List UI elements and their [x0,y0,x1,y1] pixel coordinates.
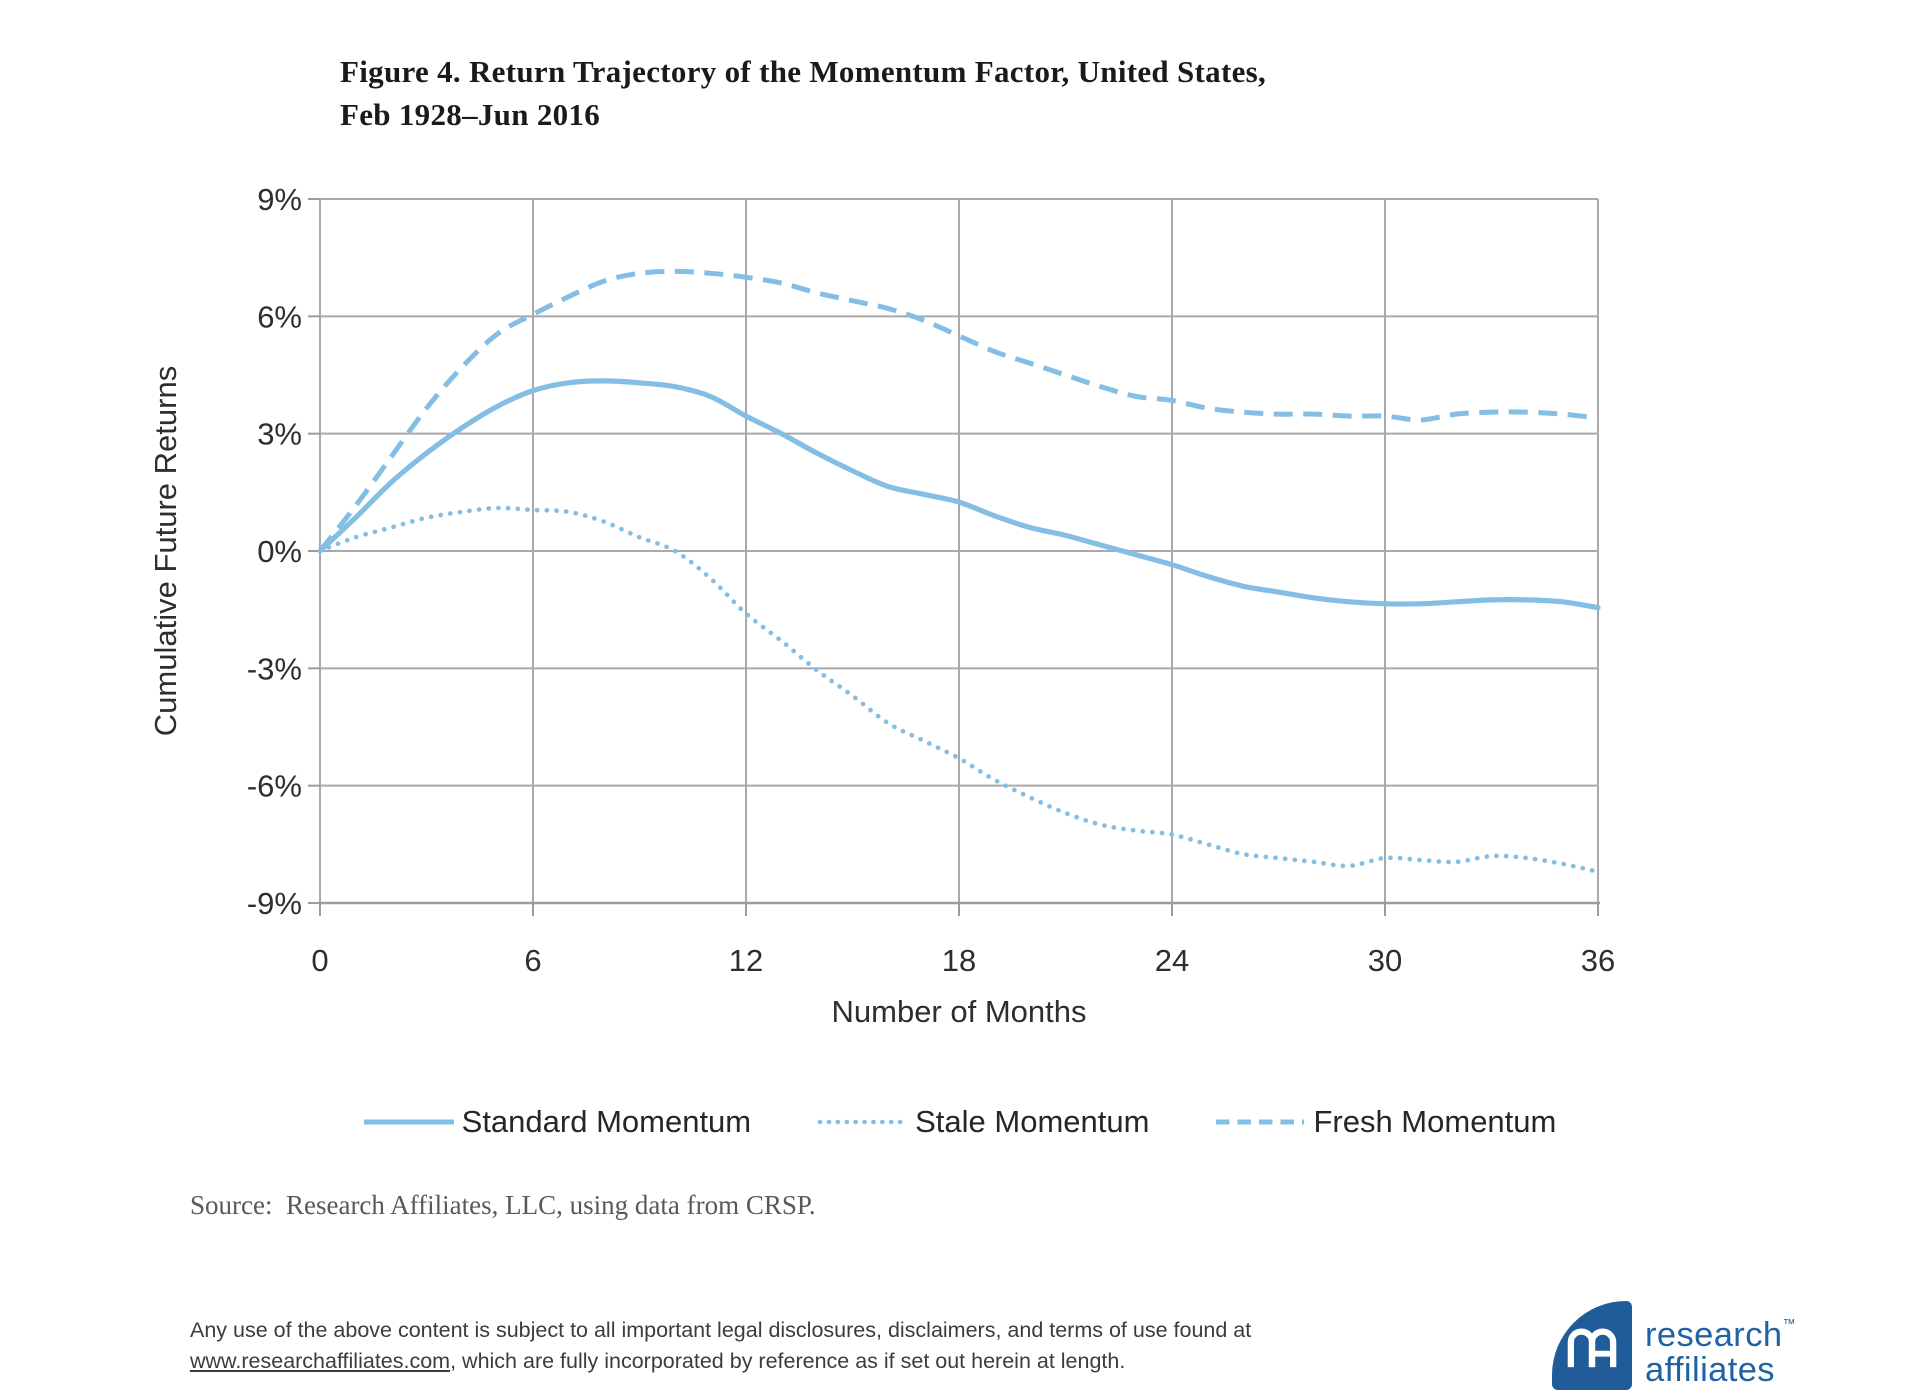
disclaimer-text-after: , which are fully incorporated by refere… [450,1349,1126,1373]
logo-word-research: research™ [1645,1316,1796,1354]
legend-label-fresh: Fresh Momentum [1313,1104,1557,1139]
dotted-line-swatch-icon [817,1119,908,1125]
solid-line-swatch-icon [363,1119,454,1125]
y-tick-label: 3% [257,417,302,452]
x-tick-label: 24 [1155,943,1189,978]
y-axis-title: Cumulative Future Returns [148,366,183,736]
chart-title: Figure 4. Return Trajectory of the Momen… [340,50,1266,136]
legend-label-standard: Standard Momentum [461,1104,752,1139]
x-tick-label: 0 [311,943,328,978]
dashed-line-swatch-icon [1216,1119,1305,1125]
x-tick-label: 6 [524,943,541,978]
legend-item-stale-momentum: Stale Momentum [817,1104,1149,1140]
research-affiliates-logo: research™ affiliates [1552,1301,1795,1390]
chart-title-line2: Feb 1928–Jun 2016 [340,97,601,132]
source-note: Source: Research Affiliates, LLC, using … [190,1190,816,1220]
axis-ticks [308,198,1599,916]
x-tick-label: 18 [942,943,976,978]
disclaimer: Any use of the above content is subject … [190,1315,1251,1377]
legend-label-stale: Stale Momentum [915,1104,1150,1139]
tick-labels: 9% 6% 3% 0% -3% -6% -9% 0 6 12 18 24 30 36 [247,182,1615,978]
y-tick-label: -6% [247,769,302,804]
disclaimer-text-before: Any use of the above content is subject … [190,1318,1252,1342]
legend-item-standard-momentum: Standard Momentum [363,1104,752,1140]
chart-title-line1: Figure 4. Return Trajectory of the Momen… [340,54,1267,89]
x-tick-label: 30 [1368,943,1402,978]
legend: Standard Momentum Stale Momentum Fresh M… [320,1104,1600,1140]
y-tick-label: -3% [247,651,302,686]
x-axis-title: Number of Months [832,994,1087,1029]
x-tick-label: 12 [729,943,763,978]
y-tick-label: -9% [247,886,302,921]
logo-text: research™ affiliates [1645,1301,1795,1390]
logo-word-affiliates: affiliates [1645,1351,1775,1389]
logo-badge [1552,1301,1632,1390]
ra-monogram-icon [1567,1328,1617,1367]
data-series [317,268,1601,875]
research-affiliates-link[interactable]: www.researchaffiliates.com [190,1349,451,1373]
legend-item-fresh-momentum: Fresh Momentum [1215,1104,1556,1140]
gridlines [318,198,1600,905]
x-tick-label: 36 [1581,943,1615,978]
y-tick-label: 6% [257,299,302,334]
trademark-symbol: ™ [1782,1316,1796,1331]
series-standard-momentum [317,378,1601,611]
y-tick-label: 9% [257,182,302,217]
y-tick-label: 0% [257,534,302,569]
